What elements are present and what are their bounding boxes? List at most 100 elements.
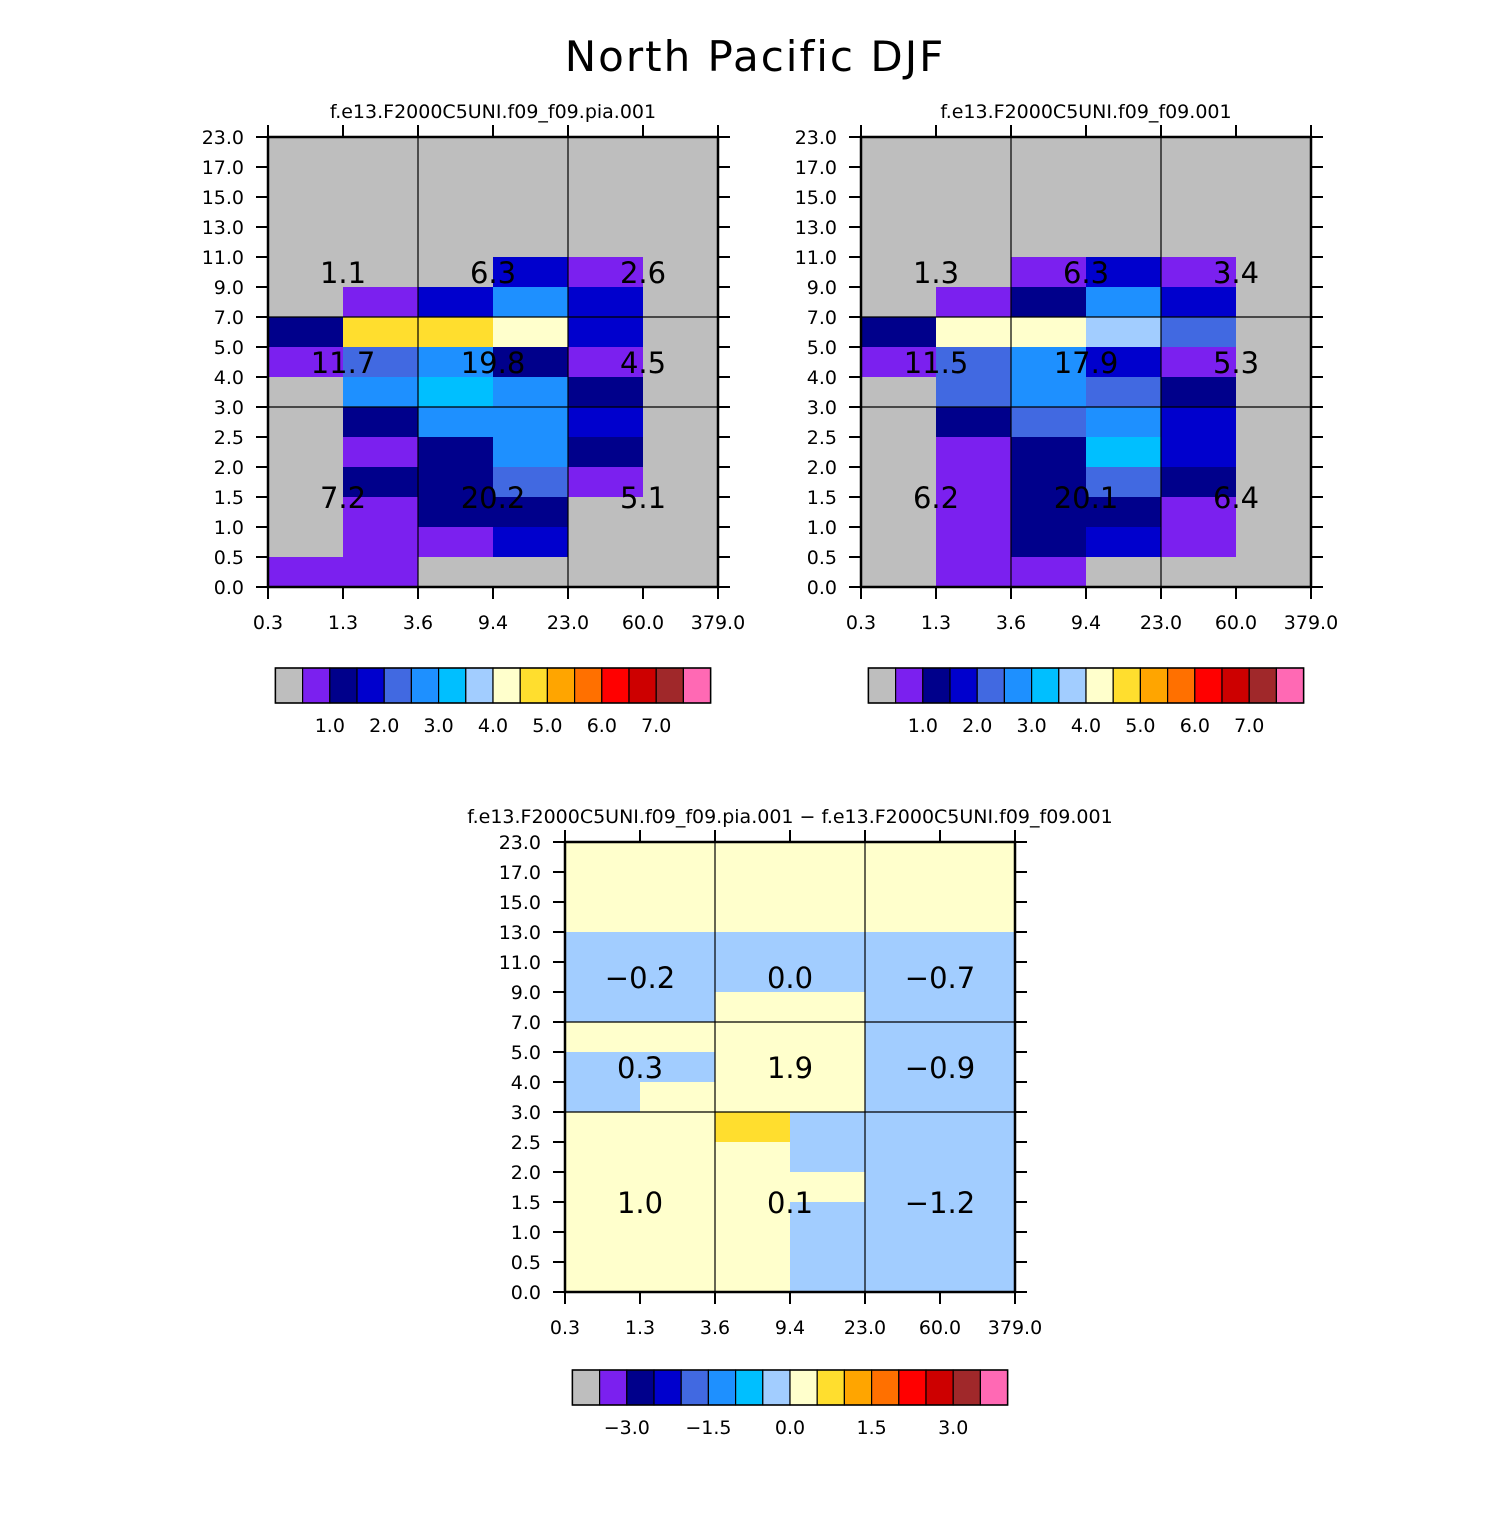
y-tick-label: 1.5 <box>807 487 837 509</box>
heatmap-cell <box>418 407 493 437</box>
colorbar-label: 6.0 <box>587 715 617 737</box>
heatmap-cell <box>565 1142 640 1172</box>
region-total-label: 6.3 <box>1063 256 1109 290</box>
heatmap-cell <box>715 1082 790 1112</box>
heatmap-cell <box>640 1202 715 1232</box>
heatmap-cell <box>790 1112 865 1142</box>
heatmap-cell <box>1011 317 1086 347</box>
heatmap-cell <box>643 197 718 227</box>
y-tick-label: 5.0 <box>807 337 837 359</box>
heatmap-cell <box>640 872 715 902</box>
heatmap-cell <box>715 842 790 872</box>
y-tick-label: 0.5 <box>511 1252 541 1274</box>
colorbar-swatch <box>707 1369 737 1406</box>
region-total-label: 1.3 <box>913 256 959 290</box>
region-total-label: 19.8 <box>461 346 526 380</box>
heatmap-cell <box>268 437 343 467</box>
heatmap-cell <box>493 257 568 287</box>
heatmap-cell <box>1236 317 1311 347</box>
heatmap-cell <box>715 1232 790 1262</box>
region-total-label: 20.2 <box>461 481 526 515</box>
heatmap-cell <box>418 497 493 527</box>
x-tick-label: 9.4 <box>775 1317 805 1339</box>
heatmap-cell <box>790 1082 865 1112</box>
heatmap-cell <box>1086 257 1161 287</box>
heatmap-cell <box>568 377 643 407</box>
heatmap-cell <box>640 932 715 962</box>
heatmap-cell <box>268 227 343 257</box>
heatmap-cell <box>936 347 1011 377</box>
y-tick-label: 1.0 <box>214 517 244 539</box>
heatmap-cell <box>865 1202 940 1232</box>
heatmap-cell <box>268 377 343 407</box>
heatmap-cell <box>865 872 940 902</box>
y-tick-label: 13.0 <box>795 217 837 239</box>
colorbar-swatch <box>867 667 897 704</box>
heatmap-cell <box>565 902 640 932</box>
heatmap-cell <box>640 1022 715 1052</box>
heatmap-cell <box>940 1232 1015 1262</box>
x-tick-label: 60.0 <box>1215 612 1257 634</box>
region-total-label: 4.5 <box>620 346 666 380</box>
heatmap-cell <box>1161 557 1236 587</box>
colorbar-label: 4.0 <box>1071 715 1101 737</box>
heatmap-cell <box>643 467 718 497</box>
colorbar-swatch <box>1058 667 1087 704</box>
heatmap-svg-difference: f.e13.F2000C5UNI.f09_f09.pia.001 − f.e13… <box>467 806 1112 1439</box>
y-tick-label: 5.0 <box>511 1042 541 1064</box>
colorbar-swatch <box>571 1369 601 1406</box>
colorbar-swatch <box>492 667 521 704</box>
heatmap-cell <box>790 1202 865 1232</box>
region-total-label: −1.2 <box>905 1186 975 1220</box>
x-tick-label: 0.3 <box>550 1317 580 1339</box>
heatmap-cell <box>343 467 418 497</box>
heatmap-cell <box>1086 527 1161 557</box>
heatmap-cell <box>715 1262 790 1292</box>
heatmap-cell <box>343 407 418 437</box>
heatmap-cell <box>643 347 718 377</box>
y-tick-label: 2.5 <box>807 427 837 449</box>
heatmap-cell <box>940 992 1015 1022</box>
heatmap-cell <box>861 407 936 437</box>
region-total-label: 5.1 <box>620 481 666 515</box>
heatmap-cell <box>1086 497 1161 527</box>
heatmap-cell <box>568 527 643 557</box>
colorbar-label: 3.0 <box>1016 715 1046 737</box>
heatmap-cell <box>715 1202 790 1232</box>
y-tick-label: 4.0 <box>214 367 244 389</box>
heatmap-cell <box>493 287 568 317</box>
y-tick-label: 17.0 <box>499 862 541 884</box>
heatmap-cell <box>1161 377 1236 407</box>
heatmap-cell <box>1086 347 1161 377</box>
y-tick-label: 1.5 <box>511 1192 541 1214</box>
heatmap-cell <box>1236 167 1311 197</box>
heatmap-cell <box>343 227 418 257</box>
heatmap-cell <box>343 167 418 197</box>
heatmap-cell <box>715 872 790 902</box>
colorbar-swatch <box>1112 667 1141 704</box>
colorbar-swatch <box>789 1369 818 1406</box>
heatmap-cell <box>790 932 865 962</box>
heatmap-cell <box>936 407 1011 437</box>
heatmap-cell <box>418 527 493 557</box>
heatmap-cell <box>565 872 640 902</box>
heatmap-cell <box>861 377 936 407</box>
colorbar-swatch <box>949 667 978 704</box>
heatmap-cell <box>1011 527 1086 557</box>
colorbar-label: 1.5 <box>856 1417 886 1439</box>
heatmap-svg-pia: f.e13.F2000C5UNI.f09_f09.pia.001 0.0 0.5 1.… <box>202 101 746 737</box>
colorbar-swatch <box>816 1369 846 1406</box>
heatmap-cell <box>643 227 718 257</box>
heatmap-cell <box>865 1112 940 1142</box>
heatmap-cell <box>568 407 643 437</box>
heatmap-cell <box>1161 227 1236 257</box>
heatmap-cell <box>1086 197 1161 227</box>
heatmap-cell <box>643 557 718 587</box>
heatmap-cell <box>568 437 643 467</box>
heatmap-cell <box>640 1112 715 1142</box>
heatmap-cell <box>640 902 715 932</box>
colorbar-swatch <box>1194 667 1223 704</box>
chart-title: f.e13.F2000C5UNI.f09_f09.pia.001 <box>330 101 656 123</box>
heatmap-cell <box>1236 527 1311 557</box>
heatmap-cell <box>1011 197 1086 227</box>
